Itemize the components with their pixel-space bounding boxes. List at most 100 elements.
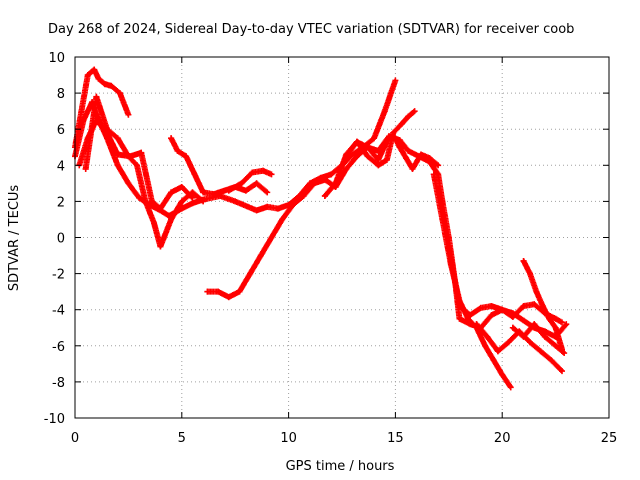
data-point — [456, 315, 463, 322]
series-track-m — [520, 257, 566, 353]
data-point — [114, 135, 121, 142]
chart-title: Day 268 of 2024, Sidereal Day-to-day VTE… — [48, 22, 574, 37]
data-point — [225, 187, 232, 194]
data-point — [548, 357, 555, 364]
data-point — [257, 252, 264, 259]
data-point — [215, 288, 222, 295]
data-point — [364, 153, 371, 160]
y-tick-label: -6 — [52, 340, 65, 355]
data-point — [114, 151, 121, 158]
data-point — [552, 324, 559, 331]
data-point — [430, 171, 437, 178]
data-point — [247, 270, 254, 277]
data-point — [385, 133, 392, 140]
data-point — [225, 294, 232, 301]
data-point — [364, 144, 371, 151]
data-point — [467, 312, 474, 319]
data-point — [507, 384, 514, 391]
data-point — [490, 357, 497, 364]
data-point — [116, 90, 123, 97]
data-point — [232, 198, 239, 205]
data-point — [520, 303, 527, 310]
data-point — [101, 81, 108, 88]
data-point — [343, 153, 350, 160]
data-point — [526, 339, 533, 346]
data-point — [204, 288, 211, 295]
data-point — [526, 270, 533, 277]
y-axis-label: SDTVAR / TECUs — [7, 185, 22, 292]
data-point — [509, 324, 516, 331]
data-point — [559, 368, 566, 375]
data-point — [279, 216, 286, 223]
data-point — [375, 162, 382, 169]
data-point — [133, 162, 140, 169]
data-point — [157, 243, 164, 250]
data-point — [264, 189, 271, 196]
data-point — [238, 180, 245, 187]
data-point — [142, 198, 149, 205]
series-track-g — [225, 167, 275, 194]
data-points — [72, 66, 570, 391]
data-point — [405, 113, 412, 120]
y-tick-label: 2 — [57, 195, 65, 210]
x-tick-label: 10 — [280, 431, 297, 446]
data-point — [332, 180, 339, 187]
y-tick-label: 0 — [57, 232, 65, 247]
data-point — [505, 339, 512, 346]
data-point — [563, 321, 570, 328]
data-point — [488, 312, 495, 319]
data-point — [398, 120, 405, 127]
data-point — [125, 111, 132, 118]
data-point — [189, 194, 196, 201]
data-point — [82, 165, 89, 172]
data-point — [403, 155, 410, 162]
y-tick-label: -4 — [52, 304, 65, 319]
data-point — [396, 137, 403, 144]
data-point — [200, 189, 207, 196]
data-point — [477, 304, 484, 311]
x-tick-label: 20 — [494, 431, 511, 446]
data-point — [520, 257, 527, 264]
data-point — [148, 198, 155, 205]
data-point — [108, 82, 115, 89]
data-point — [488, 303, 495, 310]
data-point — [552, 315, 559, 322]
data-point — [445, 243, 452, 250]
data-point — [300, 192, 307, 199]
data-point — [531, 321, 538, 328]
data-point — [125, 180, 132, 187]
y-tick-label: 4 — [57, 159, 65, 174]
data-point — [311, 180, 318, 187]
data-point — [104, 126, 111, 133]
y-tick-label: -10 — [44, 412, 65, 427]
data-point — [259, 167, 266, 174]
data-point — [321, 176, 328, 183]
data-point — [409, 165, 416, 172]
data-point — [189, 200, 196, 207]
data-point — [151, 220, 158, 227]
data-point — [439, 216, 446, 223]
data-point — [541, 333, 548, 340]
data-point — [539, 303, 546, 310]
x-axis-label: GPS time / hours — [286, 459, 395, 474]
data-point — [125, 153, 132, 160]
data-point — [415, 153, 422, 160]
series-track-n — [509, 321, 568, 357]
series-track-d — [82, 93, 207, 250]
data-point — [114, 162, 121, 169]
data-point — [520, 317, 527, 324]
data-point — [249, 169, 256, 176]
data-point — [509, 313, 516, 320]
data-point — [405, 147, 412, 154]
data-point — [392, 77, 399, 84]
data-point — [456, 303, 463, 310]
data-point — [200, 198, 207, 205]
series-track-i — [343, 133, 570, 340]
axis-ticks: 0 5 10 15 20 25 -10 -8 -6 -4 -2 0 2 4 6 8 10 — [44, 51, 618, 446]
y-tick-label: 10 — [48, 51, 65, 66]
data-point — [174, 147, 181, 154]
x-tick-label: 0 — [71, 431, 79, 446]
data-point — [381, 108, 388, 115]
data-point — [93, 93, 100, 100]
